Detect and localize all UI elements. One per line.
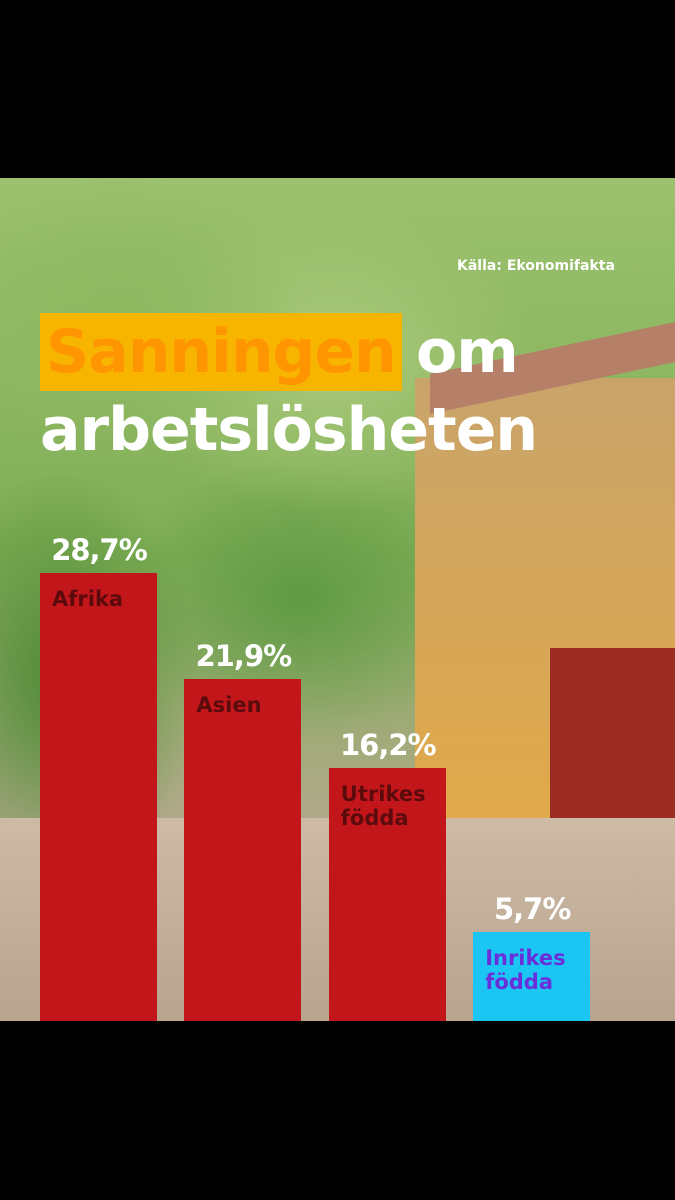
value-label: 16,2%: [339, 727, 437, 762]
bar: [184, 678, 302, 1021]
category-label: Utrikes födda: [340, 781, 426, 830]
category-label: Afrika: [52, 586, 124, 611]
category-label: Inrikes födda: [485, 945, 566, 994]
bar: [40, 572, 157, 1021]
bar: [328, 767, 446, 1021]
value-label: 21,9%: [195, 638, 293, 673]
value-label: 5,7%: [493, 891, 571, 926]
title-rest: om arbetslösheten: [40, 317, 538, 465]
value-label: 28,7%: [51, 532, 148, 567]
title-line: Sanningen: [40, 313, 402, 391]
bar: [473, 931, 591, 1021]
source: Källa: Ekonomifakta: [457, 258, 615, 274]
category-label: Asien: [196, 692, 262, 717]
title-highlight: Sanningen: [40, 313, 402, 391]
